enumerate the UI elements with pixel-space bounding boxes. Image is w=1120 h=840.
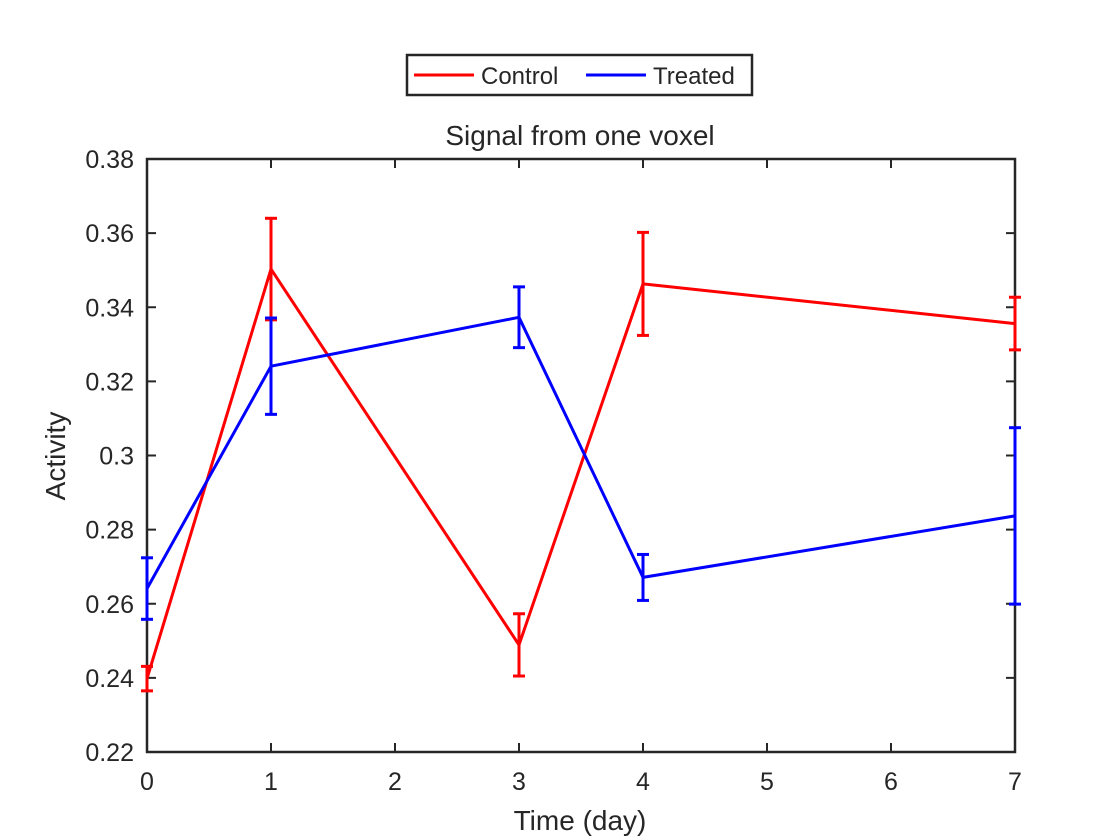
x-tick-label: 3 <box>512 768 526 796</box>
treated-error-bar <box>1009 426 1021 606</box>
x-tick-label: 4 <box>636 768 650 796</box>
y-tick-label: 0.34 <box>85 294 134 322</box>
y-axis-label: Activity <box>40 412 71 501</box>
y-tick-label: 0.3 <box>99 443 134 471</box>
control-error-bar <box>1009 295 1021 352</box>
x-tick-label: 2 <box>388 768 402 796</box>
legend-label-treated: Treated <box>653 63 735 90</box>
y-tick-label: 0.32 <box>85 368 134 396</box>
x-tick-label: 0 <box>140 768 154 796</box>
control-error-bar <box>513 612 525 678</box>
treated-error-bar <box>265 316 277 416</box>
y-tick-label: 0.36 <box>85 220 134 248</box>
treated-error-bar <box>513 285 525 350</box>
x-tick-label: 7 <box>1008 768 1022 796</box>
x-axis-label: Time (day) <box>514 805 647 836</box>
legend: Control Treated <box>405 53 754 97</box>
plot-area: 0 1 2 3 4 5 6 7 0.22 0.24 0.26 0.28 0.3 0.32 0.34 0.36 0… <box>85 146 1022 796</box>
control-error-bar <box>637 230 649 337</box>
axes-box <box>145 157 1017 754</box>
x-tick-label: 6 <box>884 768 898 796</box>
y-tick-label: 0.22 <box>85 739 134 767</box>
y-tick-label: 0.28 <box>85 517 134 545</box>
treated-error-bar <box>637 552 649 602</box>
y-tick-label: 0.24 <box>85 665 134 693</box>
x-tick-label: 1 <box>264 768 278 796</box>
y-tick-label: 0.26 <box>85 591 134 619</box>
chart-title: Signal from one voxel <box>445 120 714 151</box>
x-tick-label: 5 <box>760 768 774 796</box>
control-error-bar <box>141 664 153 693</box>
legend-label-control: Control <box>481 63 558 90</box>
treated-error-bar <box>141 556 153 621</box>
y-tick-label: 0.38 <box>85 146 134 174</box>
